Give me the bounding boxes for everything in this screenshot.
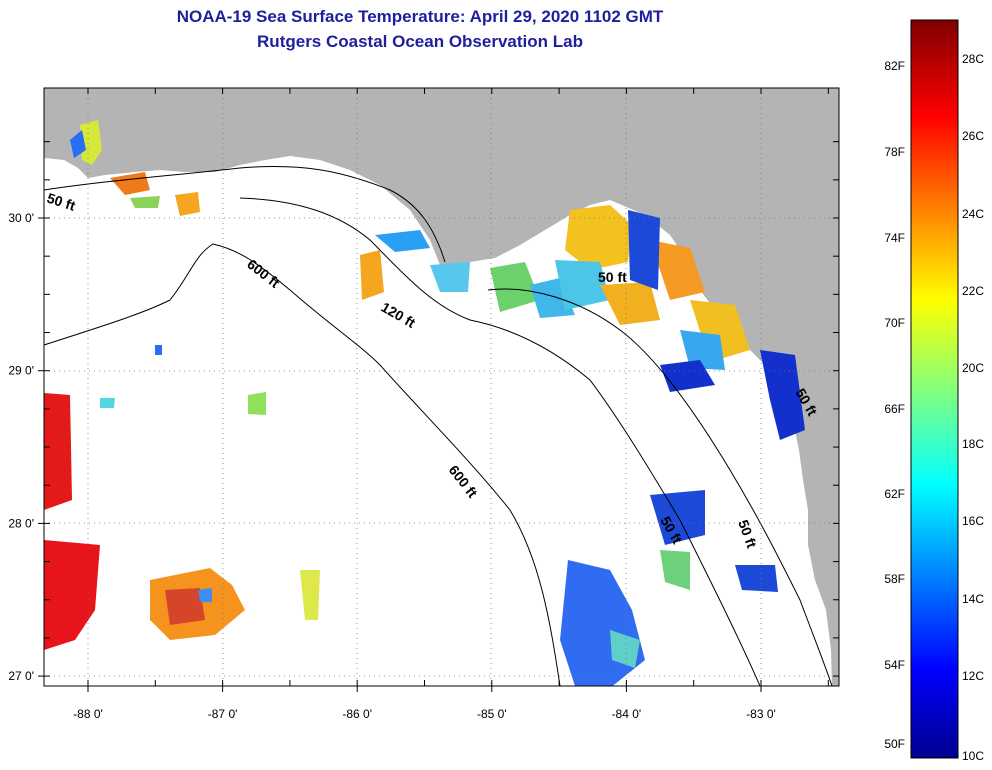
colorbar-fahrenheit-label: 66F bbox=[884, 402, 905, 416]
colorbar-celsius-label: 26C bbox=[962, 129, 984, 143]
colorbar-fahrenheit-labels: 82F 78F 74F 70F 66F 62F 58F 54F 50F bbox=[884, 59, 905, 751]
colorbar-fahrenheit-label: 58F bbox=[884, 572, 905, 586]
map-subtitle: Rutgers Coastal Ocean Observation Lab bbox=[257, 32, 583, 51]
longitude-ticks: -88 0' -87 0' -86 0' -85 0' -84 0' -83 0' bbox=[73, 88, 829, 721]
bathymetry-contours bbox=[44, 165, 833, 686]
latitude-ticks: 30 0' 29 0' 28 0' 27 0' bbox=[8, 141, 839, 683]
colorbar-fahrenheit-label: 78F bbox=[884, 145, 905, 159]
colorbar bbox=[910, 19, 959, 759]
colorbar-celsius-label: 10C bbox=[962, 749, 984, 763]
colorbar-celsius-labels: 28C 26C 24C 22C 20C 18C 16C 14C 12C 10C bbox=[962, 52, 984, 763]
colorbar-celsius-label: 20C bbox=[962, 361, 984, 375]
longitude-tick-label: -83 0' bbox=[746, 707, 776, 721]
longitude-tick-label: -85 0' bbox=[477, 707, 507, 721]
sst-patches bbox=[44, 120, 805, 686]
land-mass bbox=[44, 88, 839, 686]
colorbar-celsius-label: 14C bbox=[962, 592, 984, 606]
longitude-tick-label: -84 0' bbox=[612, 707, 642, 721]
latitude-tick-label: 27 0' bbox=[8, 669, 34, 683]
colorbar-fahrenheit-label: 82F bbox=[884, 59, 905, 73]
longitude-tick-label: -87 0' bbox=[208, 707, 238, 721]
colorbar-celsius-label: 28C bbox=[962, 52, 984, 66]
colorbar-fahrenheit-label: 50F bbox=[884, 737, 905, 751]
colorbar-fahrenheit-label: 62F bbox=[884, 487, 905, 501]
map-frame bbox=[43, 87, 840, 687]
map-title: NOAA-19 Sea Surface Temperature: April 2… bbox=[176, 7, 664, 26]
colorbar-celsius-label: 24C bbox=[962, 207, 984, 221]
latitude-tick-label: 29 0' bbox=[8, 364, 34, 378]
contour-label-50ft-b: 50 ft bbox=[598, 269, 627, 285]
latitude-tick-label: 30 0' bbox=[8, 211, 34, 225]
colorbar-celsius-label: 18C bbox=[962, 437, 984, 451]
colorbar-celsius-label: 12C bbox=[962, 669, 984, 683]
longitude-tick-label: -86 0' bbox=[342, 707, 372, 721]
colorbar-celsius-label: 16C bbox=[962, 514, 984, 528]
colorbar-fahrenheit-label: 74F bbox=[884, 231, 905, 245]
latitude-tick-label: 28 0' bbox=[8, 516, 34, 530]
longitude-tick-label: -88 0' bbox=[73, 707, 103, 721]
colorbar-celsius-label: 22C bbox=[962, 284, 984, 298]
colorbar-fahrenheit-label: 54F bbox=[884, 658, 905, 672]
colorbar-fahrenheit-label: 70F bbox=[884, 316, 905, 330]
